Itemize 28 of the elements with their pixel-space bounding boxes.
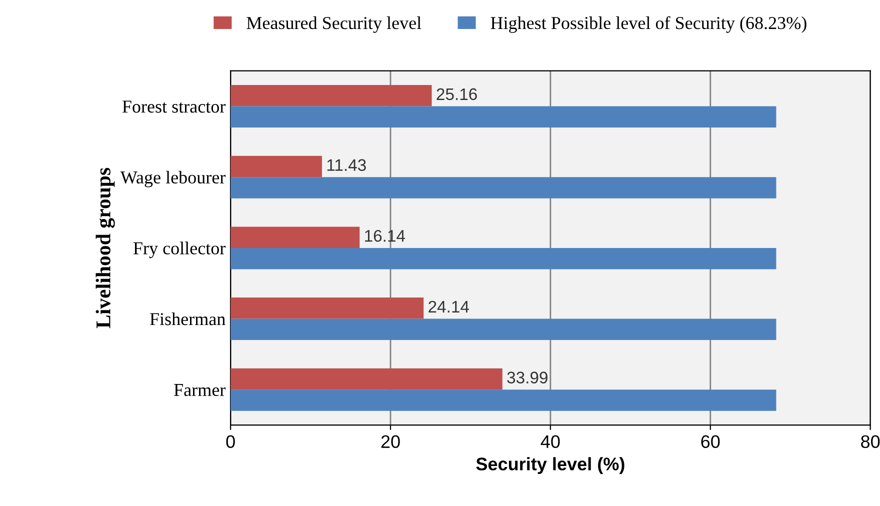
bar [230, 106, 776, 128]
y-tick-label: Fisherman [150, 312, 226, 326]
y-tick-label: Forest stractor [122, 100, 226, 113]
bar [230, 248, 776, 270]
data-label: 24.14 [428, 300, 469, 312]
y-tick-label: Fry collector [133, 242, 226, 258]
legend-label: Measured Security level [246, 16, 422, 33]
x-tick-label: 80 [861, 435, 880, 448]
data-label: 11.43 [327, 159, 366, 171]
y-tick-label: Wage lebourer [120, 170, 226, 188]
x-axis-title: Security level (%) [476, 457, 624, 474]
bar [230, 85, 432, 106]
legend-label: Highest Possible level of Security (68.23%) [490, 16, 806, 33]
x-tick-label: 60 [701, 435, 720, 448]
bar [230, 390, 776, 411]
bar [230, 226, 360, 248]
bar [230, 368, 502, 390]
x-tick-label: 0 [226, 435, 235, 448]
bar [230, 156, 322, 178]
y-tick-label: Farmer [174, 384, 226, 396]
y-axis-title: Livelihood groups [96, 168, 115, 328]
bar [230, 318, 776, 340]
data-label: 33.99 [507, 372, 548, 384]
x-tick-label: 20 [381, 435, 400, 448]
data-label: 25.16 [436, 88, 477, 100]
bar [230, 177, 776, 198]
bar [230, 298, 424, 319]
x-tick-label: 40 [540, 435, 560, 448]
